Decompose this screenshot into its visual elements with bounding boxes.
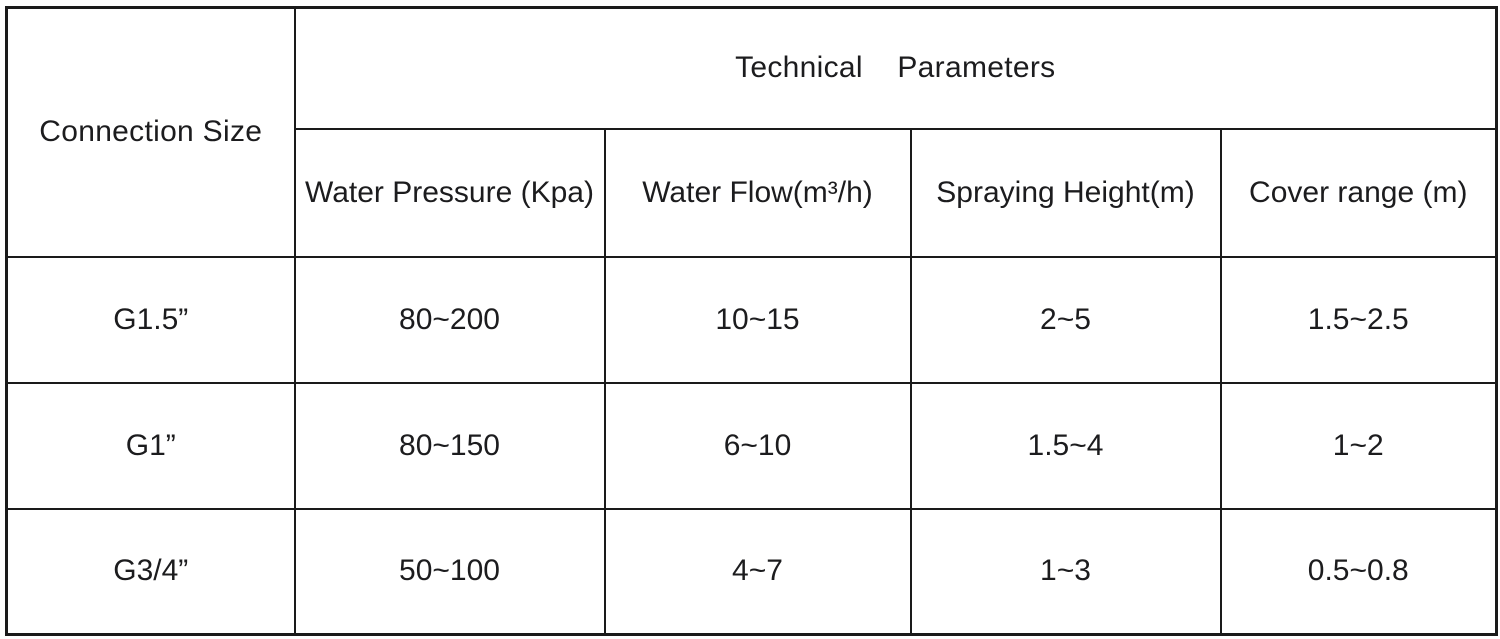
water-flow-value: 6~10 [603,381,912,510]
table-row: G1” 80~150 6~10 1.5~4 1~2 [5,381,1498,510]
table-row: G3/4” 50~100 4~7 1~3 0.5~0.8 [5,507,1498,636]
cover-range-value: 1~2 [1219,381,1498,510]
column-header-water-pressure: Water Pressure (Kpa) [293,127,606,258]
water-pressure-value: 80~200 [293,255,606,384]
corner-header-connection-size: Connection Size [5,6,296,258]
column-header-spraying-height: Spraying Height(m) [909,127,1222,258]
table-row: G1.5” 80~200 10~15 2~5 1.5~2.5 [5,255,1498,384]
connection-size-cell: G3/4” [5,507,296,636]
spraying-height-value: 1~3 [909,507,1222,636]
column-header-cover-range: Cover range (m) [1219,127,1498,258]
spraying-height-value: 2~5 [909,255,1222,384]
column-header-water-flow: Water Flow(m³/h) [603,127,912,258]
connection-size-cell: G1” [5,381,296,510]
water-flow-value: 10~15 [603,255,912,384]
connection-size-cell: G1.5” [5,255,296,384]
cover-range-value: 1.5~2.5 [1219,255,1498,384]
group-header-technical-parameters: Technical Parameters [293,6,1498,130]
cover-range-value: 0.5~0.8 [1219,507,1498,636]
water-pressure-value: 50~100 [293,507,606,636]
water-pressure-value: 80~150 [293,381,606,510]
spraying-height-value: 1.5~4 [909,381,1222,510]
water-flow-value: 4~7 [603,507,912,636]
technical-parameters-table: Connection Size Technical Parameters Wat… [5,6,1498,636]
